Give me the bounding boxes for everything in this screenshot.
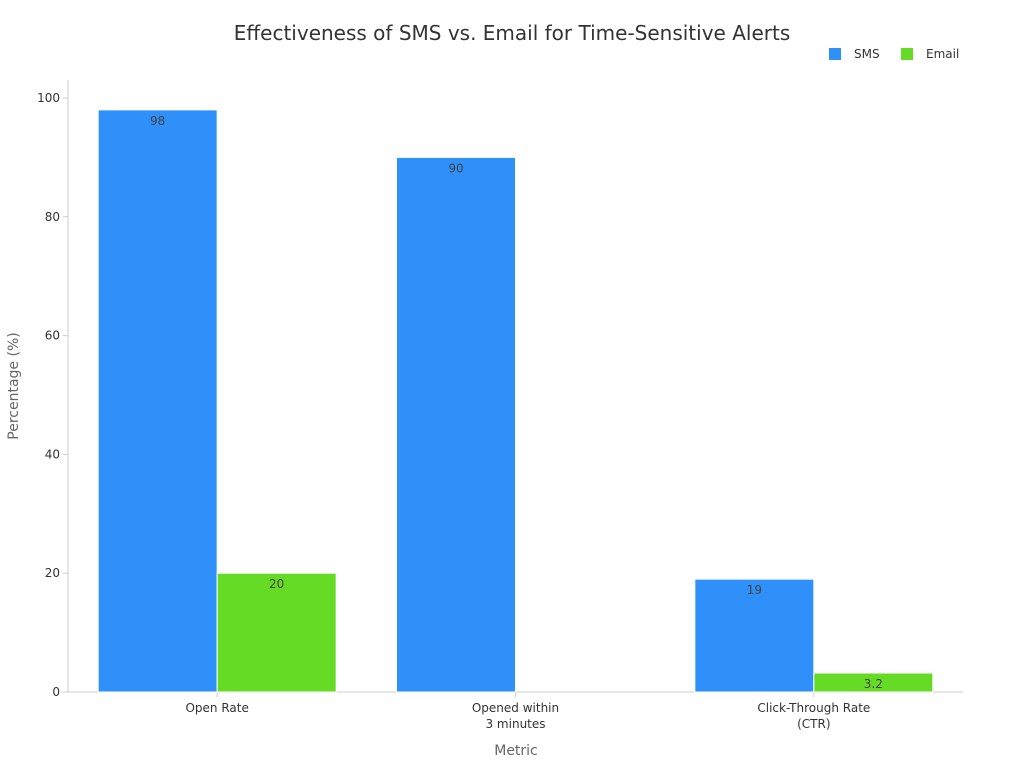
legend-item-sms: SMS (829, 47, 880, 61)
x-tick-label-line: Open Rate (185, 701, 248, 715)
bar-sms (396, 156, 516, 693)
y-tick-label: 0 (52, 685, 60, 699)
legend-swatch (829, 48, 841, 60)
y-tick-label: 80 (45, 210, 60, 224)
x-axis-ticks: Open Rate Opened within 3 minutes Click-Thr… (185, 692, 870, 731)
y-axis-ticks: 0 20 40 60 80 100 (37, 91, 68, 699)
x-tick-label-line: Click-Through Rate (757, 701, 870, 715)
x-tick-label: Click-Through Rate (CTR) (757, 701, 870, 731)
legend-item-email: Email (901, 47, 959, 61)
x-axis-title: Metric (494, 743, 538, 759)
x-tick-label-line: 3 minutes (485, 717, 545, 731)
y-tick-label: 100 (37, 91, 60, 105)
chart-title: Effectiveness of SMS vs. Email for Time-… (234, 21, 790, 45)
data-labels: 98 20 90 19 3.2 (150, 114, 883, 691)
data-label: 20 (269, 577, 284, 591)
legend-swatch (901, 48, 913, 60)
data-label: 19 (747, 583, 762, 597)
x-tick-label: Open Rate (185, 701, 248, 715)
bar-sms (97, 109, 218, 693)
y-tick-label: 60 (45, 329, 60, 343)
x-tick-label: Opened within 3 minutes (472, 701, 559, 731)
data-label: 3.2 (864, 677, 883, 691)
bar-sms (694, 578, 815, 693)
legend-label: SMS (854, 47, 880, 61)
data-label: 90 (448, 161, 463, 175)
legend-label: Email (926, 47, 959, 61)
bar-email (216, 572, 337, 693)
bar-email (813, 672, 934, 693)
legend: SMS Email (829, 47, 959, 61)
y-axis-title: Percentage (%) (6, 332, 22, 439)
x-tick-label-line: (CTR) (797, 717, 830, 731)
x-tick-label-line: Opened within (472, 701, 559, 715)
y-tick-label: 20 (45, 566, 60, 580)
data-label: 98 (150, 114, 165, 128)
bars (97, 109, 934, 693)
y-tick-label: 40 (45, 447, 60, 461)
